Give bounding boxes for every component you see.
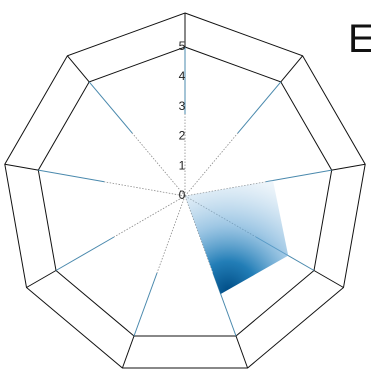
inner-nonagon — [37, 46, 333, 337]
radial-tick-label: 2 — [179, 129, 186, 143]
radial-tick-label: 1 — [179, 158, 186, 172]
spoke-inner — [156, 195, 186, 274]
spoke-outer — [133, 272, 158, 337]
radial-tick-label: 5 — [179, 39, 186, 53]
nonagon-connector — [280, 55, 303, 83]
radar-grid — [4, 12, 366, 369]
spoke-outer — [38, 169, 105, 183]
radial-tick-labels: 0 1 2 3 4 5 — [179, 39, 186, 202]
chart-title-fragment: E — [348, 17, 371, 61]
radial-tick-label: 0 — [179, 188, 186, 202]
nonagon-connector — [67, 55, 90, 83]
radar-series — [185, 180, 289, 294]
spoke-inner — [113, 195, 186, 238]
nonagon-connector — [331, 163, 366, 171]
spoke-outer — [212, 272, 237, 337]
series-area — [185, 180, 289, 294]
spoke-outer — [237, 81, 282, 134]
outer-nonagon — [4, 12, 366, 369]
radar-spokes — [38, 47, 332, 337]
spoke-outer — [55, 236, 115, 271]
radial-tick-label: 3 — [179, 99, 186, 113]
nonagon-connector — [313, 270, 344, 288]
spoke-outer — [265, 169, 332, 183]
spoke-inner — [184, 132, 239, 197]
spoke-inner — [104, 181, 186, 197]
spoke-outer — [88, 81, 133, 134]
nonagon-connector — [121, 335, 135, 369]
nonagon-connector — [26, 270, 57, 288]
nonagon-connector — [4, 163, 39, 171]
spoke-inner — [131, 132, 186, 197]
nonagon-connector — [235, 335, 249, 369]
radial-tick-label: 4 — [179, 69, 186, 83]
